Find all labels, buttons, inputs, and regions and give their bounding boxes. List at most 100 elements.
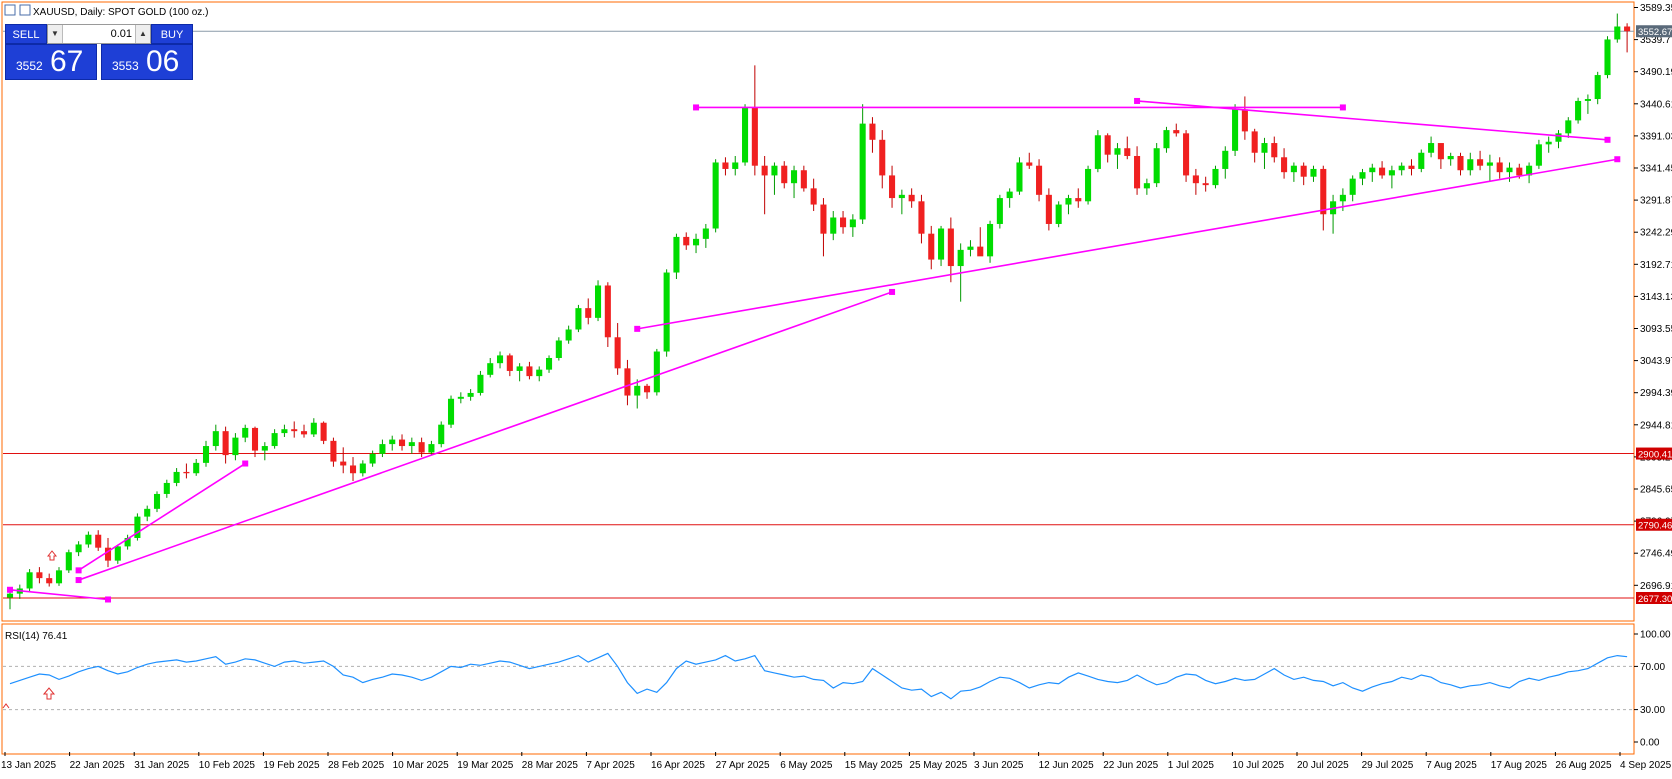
bullish-candle[interactable] — [1584, 99, 1591, 101]
bullish-candle[interactable] — [457, 396, 464, 399]
bullish-candle[interactable] — [1555, 133, 1562, 142]
bullish-candle[interactable] — [1575, 100, 1582, 121]
trendline[interactable] — [1137, 100, 1608, 141]
bearish-candle[interactable] — [1516, 167, 1523, 176]
bearish-candle[interactable] — [1496, 162, 1503, 173]
bearish-candle[interactable] — [1437, 143, 1444, 160]
bullish-candle[interactable] — [1143, 183, 1150, 189]
bullish-candle[interactable] — [1614, 26, 1621, 40]
trendline-anchor[interactable] — [1614, 156, 1621, 163]
bearish-candle[interactable] — [104, 547, 112, 561]
bearish-candle[interactable] — [300, 431, 308, 435]
bullish-candle[interactable] — [124, 537, 131, 547]
bullish-candle[interactable] — [1055, 204, 1062, 224]
bullish-candle[interactable] — [1065, 198, 1072, 205]
bullish-candle[interactable] — [1535, 144, 1542, 166]
trendline-anchor[interactable] — [1604, 136, 1611, 143]
bullish-candle[interactable] — [428, 444, 435, 453]
timeframe-menu-icon[interactable] — [19, 4, 31, 16]
buy-button[interactable]: BUY — [151, 24, 193, 44]
bearish-candle[interactable] — [320, 422, 327, 441]
bullish-candle[interactable] — [663, 272, 670, 352]
bullish-candle[interactable] — [898, 194, 905, 199]
bearish-candle[interactable] — [908, 194, 915, 202]
bearish-candle[interactable] — [95, 534, 102, 548]
bullish-candle[interactable] — [1114, 148, 1121, 155]
bearish-candle[interactable] — [1075, 198, 1082, 202]
bullish-candle[interactable] — [1006, 191, 1013, 199]
bearish-candle[interactable] — [977, 246, 984, 257]
bullish-candle[interactable] — [1085, 168, 1092, 202]
bullish-candle[interactable] — [467, 392, 474, 397]
bearish-candle[interactable] — [1045, 194, 1052, 224]
bullish-candle[interactable] — [212, 431, 219, 447]
bullish-candle[interactable] — [1290, 165, 1297, 173]
bullish-candle[interactable] — [996, 198, 1003, 224]
trendline[interactable] — [78, 462, 246, 572]
bearish-candle[interactable] — [340, 461, 347, 466]
bearish-candle[interactable] — [624, 368, 631, 396]
bullish-candle[interactable] — [408, 442, 415, 447]
bullish-candle[interactable] — [1163, 130, 1170, 149]
bullish-candle[interactable] — [1016, 162, 1023, 192]
trendline[interactable] — [637, 158, 1618, 330]
bearish-candle[interactable] — [291, 429, 298, 432]
bullish-candle[interactable] — [1339, 194, 1346, 202]
bullish-candle[interactable] — [359, 463, 366, 474]
bearish-candle[interactable] — [751, 107, 758, 166]
trendline-anchor[interactable] — [1339, 104, 1346, 111]
bearish-candle[interactable] — [918, 201, 925, 234]
bullish-candle[interactable] — [202, 446, 210, 463]
bullish-candle[interactable] — [555, 340, 562, 358]
bearish-candle[interactable] — [683, 236, 690, 246]
bearish-candle[interactable] — [761, 165, 768, 176]
bearish-candle[interactable] — [869, 123, 876, 140]
bullish-candle[interactable] — [26, 572, 33, 589]
bearish-candle[interactable] — [585, 308, 592, 318]
bullish-candle[interactable] — [673, 236, 680, 273]
bearish-candle[interactable] — [1183, 133, 1190, 176]
rsi-line[interactable] — [9, 652, 1628, 700]
bullish-candle[interactable] — [163, 482, 170, 494]
bearish-candle[interactable] — [1124, 148, 1131, 156]
bullish-candle[interactable] — [369, 453, 376, 464]
bullish-candle[interactable] — [938, 228, 945, 260]
bullish-candle[interactable] — [732, 162, 739, 169]
trendline-anchor[interactable] — [889, 288, 896, 295]
bullish-candle[interactable] — [693, 238, 700, 246]
bearish-candle[interactable] — [644, 385, 651, 393]
bearish-candle[interactable] — [1281, 157, 1288, 173]
bearish-candle[interactable] — [781, 165, 788, 184]
bearish-candle[interactable] — [46, 578, 53, 584]
bearish-candle[interactable] — [947, 228, 954, 267]
bearish-candle[interactable] — [810, 188, 817, 205]
bullish-candle[interactable] — [1447, 155, 1454, 160]
bearish-candle[interactable] — [183, 471, 190, 474]
bullish-candle[interactable] — [830, 217, 837, 234]
bearish-candle[interactable] — [1036, 165, 1043, 195]
bearish-candle[interactable] — [1624, 26, 1631, 32]
bullish-candle[interactable] — [594, 285, 602, 318]
bearish-candle[interactable] — [1300, 165, 1307, 177]
bullish-candle[interactable] — [712, 162, 719, 229]
bearish-candle[interactable] — [506, 355, 513, 371]
bullish-candle[interactable] — [389, 439, 396, 445]
bullish-candle[interactable] — [310, 422, 317, 435]
bullish-candle[interactable] — [545, 357, 553, 370]
bullish-candle[interactable] — [438, 424, 445, 445]
bearish-candle[interactable] — [1271, 143, 1278, 158]
bullish-candle[interactable] — [85, 534, 92, 545]
bullish-candle[interactable] — [1545, 141, 1552, 145]
bearish-candle[interactable] — [1379, 167, 1386, 176]
bullish-candle[interactable] — [1486, 162, 1493, 166]
bullish-candle[interactable] — [1153, 148, 1160, 184]
bullish-candle[interactable] — [153, 493, 161, 509]
bullish-candle[interactable] — [281, 429, 288, 434]
bullish-candle[interactable] — [65, 552, 72, 571]
bullish-candle[interactable] — [1222, 150, 1229, 169]
bullish-candle[interactable] — [55, 570, 63, 584]
bullish-candle[interactable] — [1349, 178, 1356, 195]
trendline[interactable] — [9, 588, 109, 601]
bullish-candle[interactable] — [1261, 143, 1268, 153]
bullish-candle[interactable] — [1369, 167, 1376, 173]
